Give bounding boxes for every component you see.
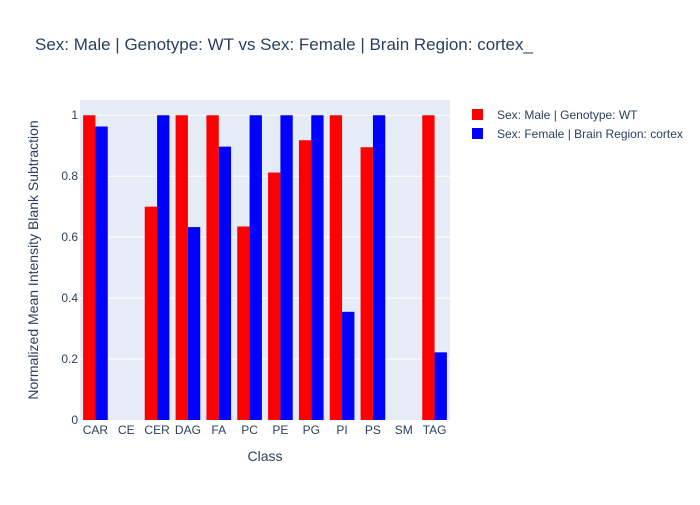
- bar-pg-series-2: [311, 115, 324, 420]
- x-tick-label: CAR: [83, 423, 109, 437]
- bar-ps-series-2: [372, 115, 386, 420]
- bar-car-series-1: [83, 115, 96, 420]
- x-tick-label: CE: [118, 423, 135, 437]
- bar-tag-series-1: [422, 115, 435, 420]
- bar-cer-series-1: [144, 206, 158, 420]
- x-tick-label: DAG: [175, 423, 201, 437]
- x-tick-label: PC: [241, 423, 258, 437]
- x-tick-label: FA: [211, 423, 226, 437]
- x-tick-label: CER: [144, 423, 170, 437]
- plot-background: [80, 100, 450, 420]
- x-tick-label: PI: [336, 423, 347, 437]
- legend-swatch: [472, 128, 483, 139]
- x-tick-label: SM: [395, 423, 413, 437]
- chart-title: Sex: Male | Genotype: WT vs Sex: Female …: [35, 35, 533, 54]
- legend-entry: Sex: Male | Genotype: WT: [497, 108, 638, 122]
- y-tick-label: 0.2: [61, 352, 78, 366]
- bar-fa-series-1: [206, 115, 219, 420]
- bar-pc-series-2: [249, 115, 262, 420]
- bar-pc-series-1: [237, 226, 250, 420]
- y-axis-label: Normalized Mean Intensity Blank Subtract…: [25, 120, 41, 399]
- bar-dag-series-2: [187, 227, 201, 420]
- x-tick-labels: CAR CE CER DAG FA PC PE PG PI PS SM TAG: [83, 423, 447, 437]
- bar-dag-series-1: [175, 115, 188, 420]
- bar-pi-series-1: [329, 115, 343, 420]
- legend: Sex: Male | Genotype: WT Sex: Female | Br…: [472, 108, 683, 141]
- legend-swatch: [472, 109, 483, 120]
- bar-cer-series-2: [157, 115, 170, 420]
- x-tick-label: PE: [272, 423, 288, 437]
- bar-pe-series-2: [280, 115, 293, 420]
- bar-fa-series-2: [218, 146, 232, 420]
- bar-tag-series-2: [434, 352, 447, 420]
- y-tick-labels: 0 0.2 0.4 0.6 0.8 1: [61, 108, 78, 427]
- y-tick-label: 0: [71, 413, 78, 427]
- bar-pi-series-2: [342, 311, 355, 420]
- bar-ps-series-1: [360, 147, 373, 420]
- y-tick-label: 0.6: [61, 230, 78, 244]
- x-tick-label: TAG: [423, 423, 447, 437]
- grid-lines: [80, 114, 450, 360]
- y-tick-label: 0.4: [61, 291, 78, 305]
- bar-pg-series-1: [298, 140, 312, 420]
- x-tick-label: PS: [365, 423, 381, 437]
- x-tick-label: PG: [303, 423, 320, 437]
- bar-car-series-2: [95, 126, 108, 420]
- x-axis-label: Class: [247, 448, 282, 464]
- y-tick-label: 0.8: [61, 169, 78, 183]
- legend-entry: Sex: Female | Brain Region: cortex: [497, 127, 683, 141]
- bars: [83, 115, 447, 420]
- y-tick-label: 1: [71, 108, 78, 122]
- bar-pe-series-1: [268, 172, 281, 420]
